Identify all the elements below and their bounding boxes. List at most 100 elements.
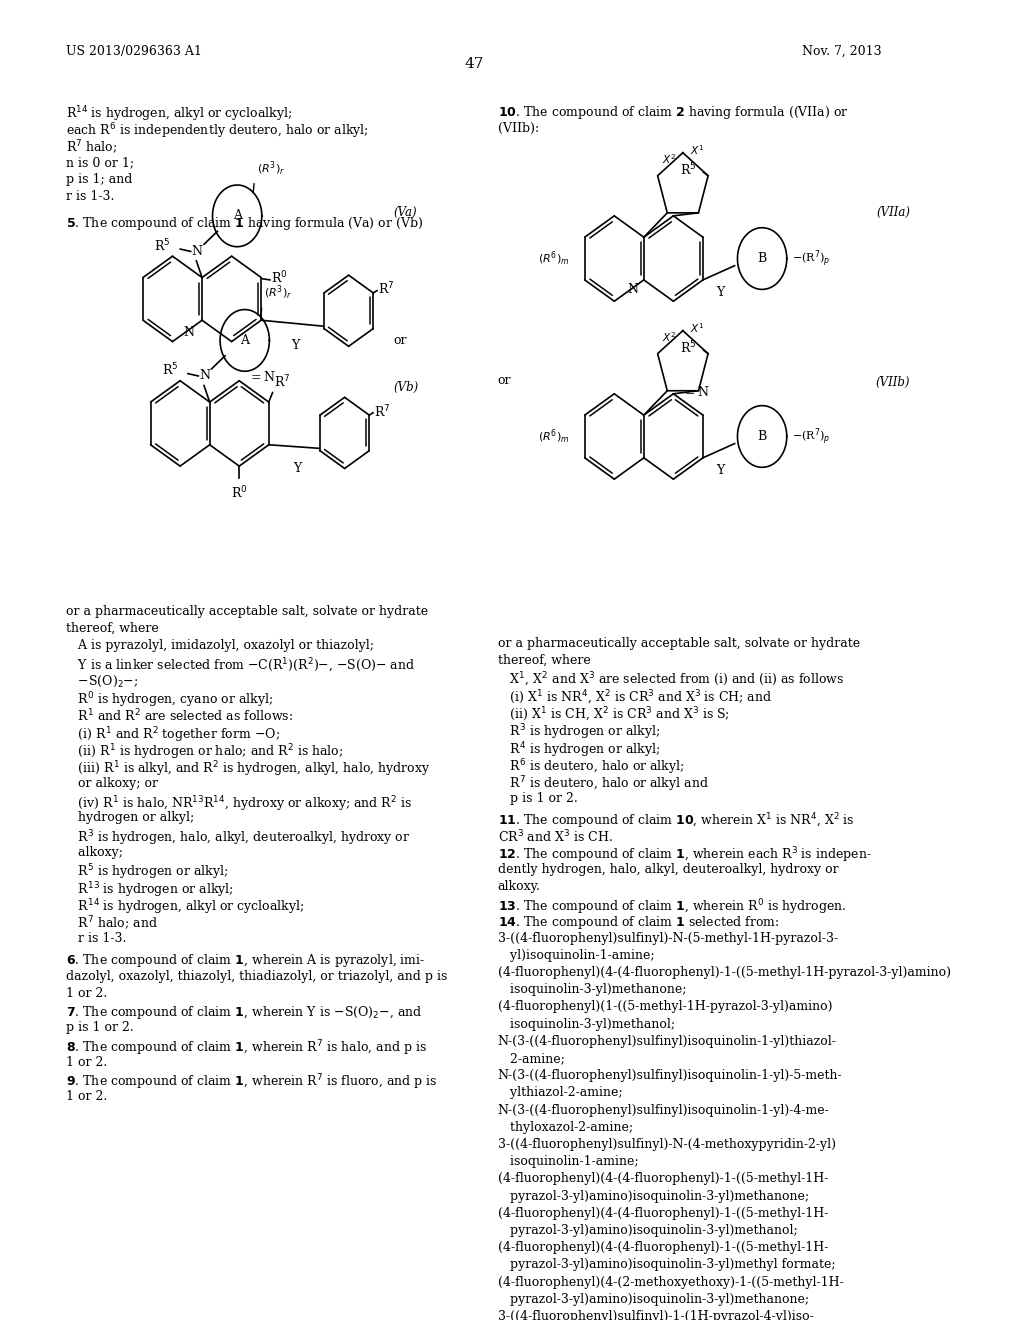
Text: $(R^3)_r$: $(R^3)_r$	[264, 284, 293, 302]
Text: n is 0 or 1;: n is 0 or 1;	[67, 156, 134, 169]
Text: $\mathbf{9}$. The compound of claim $\mathbf{1}$, wherein R$^7$ is fluoro, and p: $\mathbf{9}$. The compound of claim $\ma…	[67, 1073, 438, 1093]
Text: isoquinolin-3-yl)methanol;: isoquinolin-3-yl)methanol;	[498, 1018, 675, 1031]
Text: (i) R$^1$ and R$^2$ together form $-$O;: (i) R$^1$ and R$^2$ together form $-$O;	[67, 725, 281, 744]
Text: $\mathregular{=}$N: $\mathregular{=}$N	[682, 384, 710, 399]
Text: R$^3$ is hydrogen or alkyl;: R$^3$ is hydrogen or alkyl;	[498, 723, 660, 742]
Text: Y: Y	[293, 462, 301, 475]
Text: R$^{7}$ halo;: R$^{7}$ halo;	[67, 139, 118, 157]
Text: R$^3$ is hydrogen, halo, alkyl, deuteroalkyl, hydroxy or: R$^3$ is hydrogen, halo, alkyl, deuteroa…	[67, 829, 411, 847]
Text: B: B	[758, 430, 767, 444]
Text: (Vb): (Vb)	[393, 380, 419, 393]
Text: US 2013/0296363 A1: US 2013/0296363 A1	[67, 45, 202, 58]
Text: (iv) R$^1$ is halo, NR$^{13}$R$^{14}$, hydroxy or alkoxy; and R$^2$ is: (iv) R$^1$ is halo, NR$^{13}$R$^{14}$, h…	[67, 795, 413, 813]
Text: (VIIb):: (VIIb):	[498, 121, 539, 135]
Text: R$^1$ and R$^2$ are selected as follows:: R$^1$ and R$^2$ are selected as follows:	[67, 708, 294, 725]
Text: dently hydrogen, halo, alkyl, deuteroalkyl, hydroxy or: dently hydrogen, halo, alkyl, deuteroalk…	[498, 863, 839, 876]
Text: $\mathbf{7}$. The compound of claim $\mathbf{1}$, wherein Y is $-$S(O)$_2$$-$, a: $\mathbf{7}$. The compound of claim $\ma…	[67, 1005, 423, 1020]
Text: (i) X$^1$ is NR$^4$, X$^2$ is CR$^3$ and X$^3$ is CH; and: (i) X$^1$ is NR$^4$, X$^2$ is CR$^3$ and…	[498, 689, 772, 706]
Text: $(R^3)_r$: $(R^3)_r$	[257, 160, 285, 178]
Text: N: N	[183, 326, 195, 339]
Text: R$^{14}$ is hydrogen, alkyl or cycloalkyl;: R$^{14}$ is hydrogen, alkyl or cycloalky…	[67, 898, 305, 917]
Text: (4-fluorophenyl)(1-((5-methyl-1H-pyrazol-3-yl)amino): (4-fluorophenyl)(1-((5-methyl-1H-pyrazol…	[498, 1001, 833, 1014]
Text: R$^6$ is deutero, halo or alkyl;: R$^6$ is deutero, halo or alkyl;	[498, 758, 684, 777]
Text: N-(3-((4-fluorophenyl)sulfinyl)isoquinolin-1-yl)thiazol-: N-(3-((4-fluorophenyl)sulfinyl)isoquinol…	[498, 1035, 837, 1048]
Text: alkoxy.: alkoxy.	[498, 880, 541, 894]
Text: $\mathbf{11}$. The compound of claim $\mathbf{10}$, wherein X$^1$ is NR$^4$, X$^: $\mathbf{11}$. The compound of claim $\m…	[498, 812, 854, 830]
Text: ylthiazol-2-amine;: ylthiazol-2-amine;	[498, 1086, 623, 1100]
Text: (4-fluorophenyl)(4-(4-fluorophenyl)-1-((5-methyl-1H-: (4-fluorophenyl)(4-(4-fluorophenyl)-1-((…	[498, 1241, 828, 1254]
Text: or a pharmaceutically acceptable salt, solvate or hydrate: or a pharmaceutically acceptable salt, s…	[498, 638, 860, 649]
Text: r is 1-3.: r is 1-3.	[67, 932, 127, 945]
Text: $-$S(O)$_2$$-$;: $-$S(O)$_2$$-$;	[67, 673, 139, 689]
Text: R$^5$: R$^5$	[680, 339, 696, 356]
Text: $X^2$: $X^2$	[663, 330, 677, 345]
Text: Y is a linker selected from $-$C(R$^1$)(R$^2$)$-$, $-$S(O)$-$ and: Y is a linker selected from $-$C(R$^1$)(…	[67, 656, 416, 675]
Text: 1 or 2.: 1 or 2.	[67, 987, 108, 999]
Text: p is 1 or 2.: p is 1 or 2.	[498, 792, 578, 805]
Text: R$^5$ is hydrogen or alkyl;: R$^5$ is hydrogen or alkyl;	[67, 863, 228, 883]
Text: (4-fluorophenyl)(4-(4-fluorophenyl)-1-((5-methyl-1H-: (4-fluorophenyl)(4-(4-fluorophenyl)-1-((…	[498, 1206, 828, 1220]
Text: each R$^{6}$ is independently deutero, halo or alkyl;: each R$^{6}$ is independently deutero, h…	[67, 121, 370, 141]
Text: pyrazol-3-yl)amino)isoquinolin-3-yl)methanone;: pyrazol-3-yl)amino)isoquinolin-3-yl)meth…	[498, 1189, 809, 1203]
Text: thereof, where: thereof, where	[67, 622, 159, 635]
Text: (ii) X$^1$ is CH, X$^2$ is CR$^3$ and X$^3$ is S;: (ii) X$^1$ is CH, X$^2$ is CR$^3$ and X$…	[498, 706, 730, 723]
Text: (ii) R$^1$ is hydrogen or halo; and R$^2$ is halo;: (ii) R$^1$ is hydrogen or halo; and R$^2…	[67, 742, 344, 762]
Text: R$^5$: R$^5$	[155, 238, 171, 253]
Text: alkoxy;: alkoxy;	[67, 846, 123, 858]
Text: pyrazol-3-yl)amino)isoquinolin-3-yl)methanone;: pyrazol-3-yl)amino)isoquinolin-3-yl)meth…	[498, 1292, 809, 1305]
Text: $(R^6)_m$: $(R^6)_m$	[539, 428, 570, 446]
Text: A: A	[241, 334, 249, 347]
Text: $X^1$: $X^1$	[690, 321, 705, 335]
Text: $\mathbf{5}$. The compound of claim $\mathbf{1}$ having formula (Va) or (Vb): $\mathbf{5}$. The compound of claim $\ma…	[67, 215, 423, 232]
Text: r is 1-3.: r is 1-3.	[67, 190, 115, 203]
Text: R$^{14}$ is hydrogen, alkyl or cycloalkyl;: R$^{14}$ is hydrogen, alkyl or cycloalky…	[67, 104, 293, 124]
Text: 3-((4-fluorophenyl)sulfinyl)-N-(4-methoxypyridin-2-yl): 3-((4-fluorophenyl)sulfinyl)-N-(4-methox…	[498, 1138, 836, 1151]
Text: $\mathbf{10}$. The compound of claim $\mathbf{2}$ having formula ((VIIa) or: $\mathbf{10}$. The compound of claim $\m…	[498, 104, 848, 121]
Text: R$^0$: R$^0$	[231, 484, 248, 502]
Text: $\mathbf{12}$. The compound of claim $\mathbf{1}$, wherein each R$^3$ is indepen: $\mathbf{12}$. The compound of claim $\m…	[498, 846, 871, 865]
Text: (4-fluorophenyl)(4-(4-fluorophenyl)-1-((5-methyl-1H-: (4-fluorophenyl)(4-(4-fluorophenyl)-1-((…	[498, 1172, 828, 1185]
Text: R$^5$: R$^5$	[162, 362, 178, 379]
Text: $(R^6)_m$: $(R^6)_m$	[539, 249, 570, 268]
Text: p is 1 or 2.: p is 1 or 2.	[67, 1022, 134, 1034]
Text: 3-((4-fluorophenyl)sulfinyl)-N-(5-methyl-1H-pyrazol-3-: 3-((4-fluorophenyl)sulfinyl)-N-(5-methyl…	[498, 932, 838, 945]
Text: B: B	[758, 252, 767, 265]
Text: $X^2$: $X^2$	[663, 152, 677, 166]
Text: N-(3-((4-fluorophenyl)sulfinyl)isoquinolin-1-yl)-5-meth-: N-(3-((4-fluorophenyl)sulfinyl)isoquinol…	[498, 1069, 843, 1082]
Text: hydrogen or alkyl;: hydrogen or alkyl;	[67, 812, 195, 824]
Text: isoquinolin-3-yl)methanone;: isoquinolin-3-yl)methanone;	[498, 983, 686, 997]
Text: $-$(R$^7$)$_p$: $-$(R$^7$)$_p$	[792, 426, 829, 447]
Text: R$^0$ is hydrogen, cyano or alkyl;: R$^0$ is hydrogen, cyano or alkyl;	[67, 690, 273, 710]
Text: $\mathregular{=}$N: $\mathregular{=}$N	[248, 371, 275, 384]
Text: CR$^3$ and X$^3$ is CH.: CR$^3$ and X$^3$ is CH.	[498, 829, 612, 845]
Text: N-(3-((4-fluorophenyl)sulfinyl)isoquinolin-1-yl)-4-me-: N-(3-((4-fluorophenyl)sulfinyl)isoquinol…	[498, 1104, 829, 1117]
Text: Y: Y	[716, 286, 724, 298]
Text: Nov. 7, 2013: Nov. 7, 2013	[802, 45, 882, 58]
Text: R$^7$ halo; and: R$^7$ halo; and	[67, 915, 158, 932]
Text: 47: 47	[464, 57, 483, 71]
Text: N: N	[191, 246, 203, 257]
Text: R$^{13}$ is hydrogen or alkyl;: R$^{13}$ is hydrogen or alkyl;	[67, 880, 234, 900]
Text: R$^7$: R$^7$	[378, 281, 394, 298]
Text: 3-((4-fluorophenyl)sulfinyl)-1-(1H-pyrazol-4-yl)iso-: 3-((4-fluorophenyl)sulfinyl)-1-(1H-pyraz…	[498, 1309, 813, 1320]
Text: or a pharmaceutically acceptable salt, solvate or hydrate: or a pharmaceutically acceptable salt, s…	[67, 605, 428, 618]
Text: $\mathbf{6}$. The compound of claim $\mathbf{1}$, wherein A is pyrazolyl, imi-: $\mathbf{6}$. The compound of claim $\ma…	[67, 953, 426, 969]
Text: A: A	[232, 210, 242, 222]
Text: $\mathbf{8}$. The compound of claim $\mathbf{1}$, wherein R$^7$ is halo, and p i: $\mathbf{8}$. The compound of claim $\ma…	[67, 1039, 427, 1059]
Text: (VIIb): (VIIb)	[876, 376, 910, 389]
Text: or: or	[498, 374, 511, 387]
Text: Y: Y	[291, 339, 300, 351]
Text: R$^0$: R$^0$	[271, 269, 288, 286]
Text: (Va): (Va)	[393, 206, 417, 219]
Text: R$^5$: R$^5$	[680, 161, 696, 178]
Text: 1 or 2.: 1 or 2.	[67, 1090, 108, 1104]
Text: p is 1; and: p is 1; and	[67, 173, 133, 186]
Text: (4-fluorophenyl)(4-(4-fluorophenyl)-1-((5-methyl-1H-pyrazol-3-yl)amino): (4-fluorophenyl)(4-(4-fluorophenyl)-1-((…	[498, 966, 950, 979]
Text: R$^7$: R$^7$	[374, 403, 390, 420]
Text: (VIIa): (VIIa)	[877, 206, 910, 219]
Text: $X^1$: $X^1$	[690, 144, 705, 157]
Text: $\mathbf{13}$. The compound of claim $\mathbf{1}$, wherein R$^0$ is hydrogen.: $\mathbf{13}$. The compound of claim $\m…	[498, 898, 846, 917]
Text: $-$(R$^7$)$_p$: $-$(R$^7$)$_p$	[792, 248, 829, 269]
Text: R$^4$ is hydrogen or alkyl;: R$^4$ is hydrogen or alkyl;	[498, 741, 660, 760]
Text: or alkoxy; or: or alkoxy; or	[67, 777, 159, 789]
